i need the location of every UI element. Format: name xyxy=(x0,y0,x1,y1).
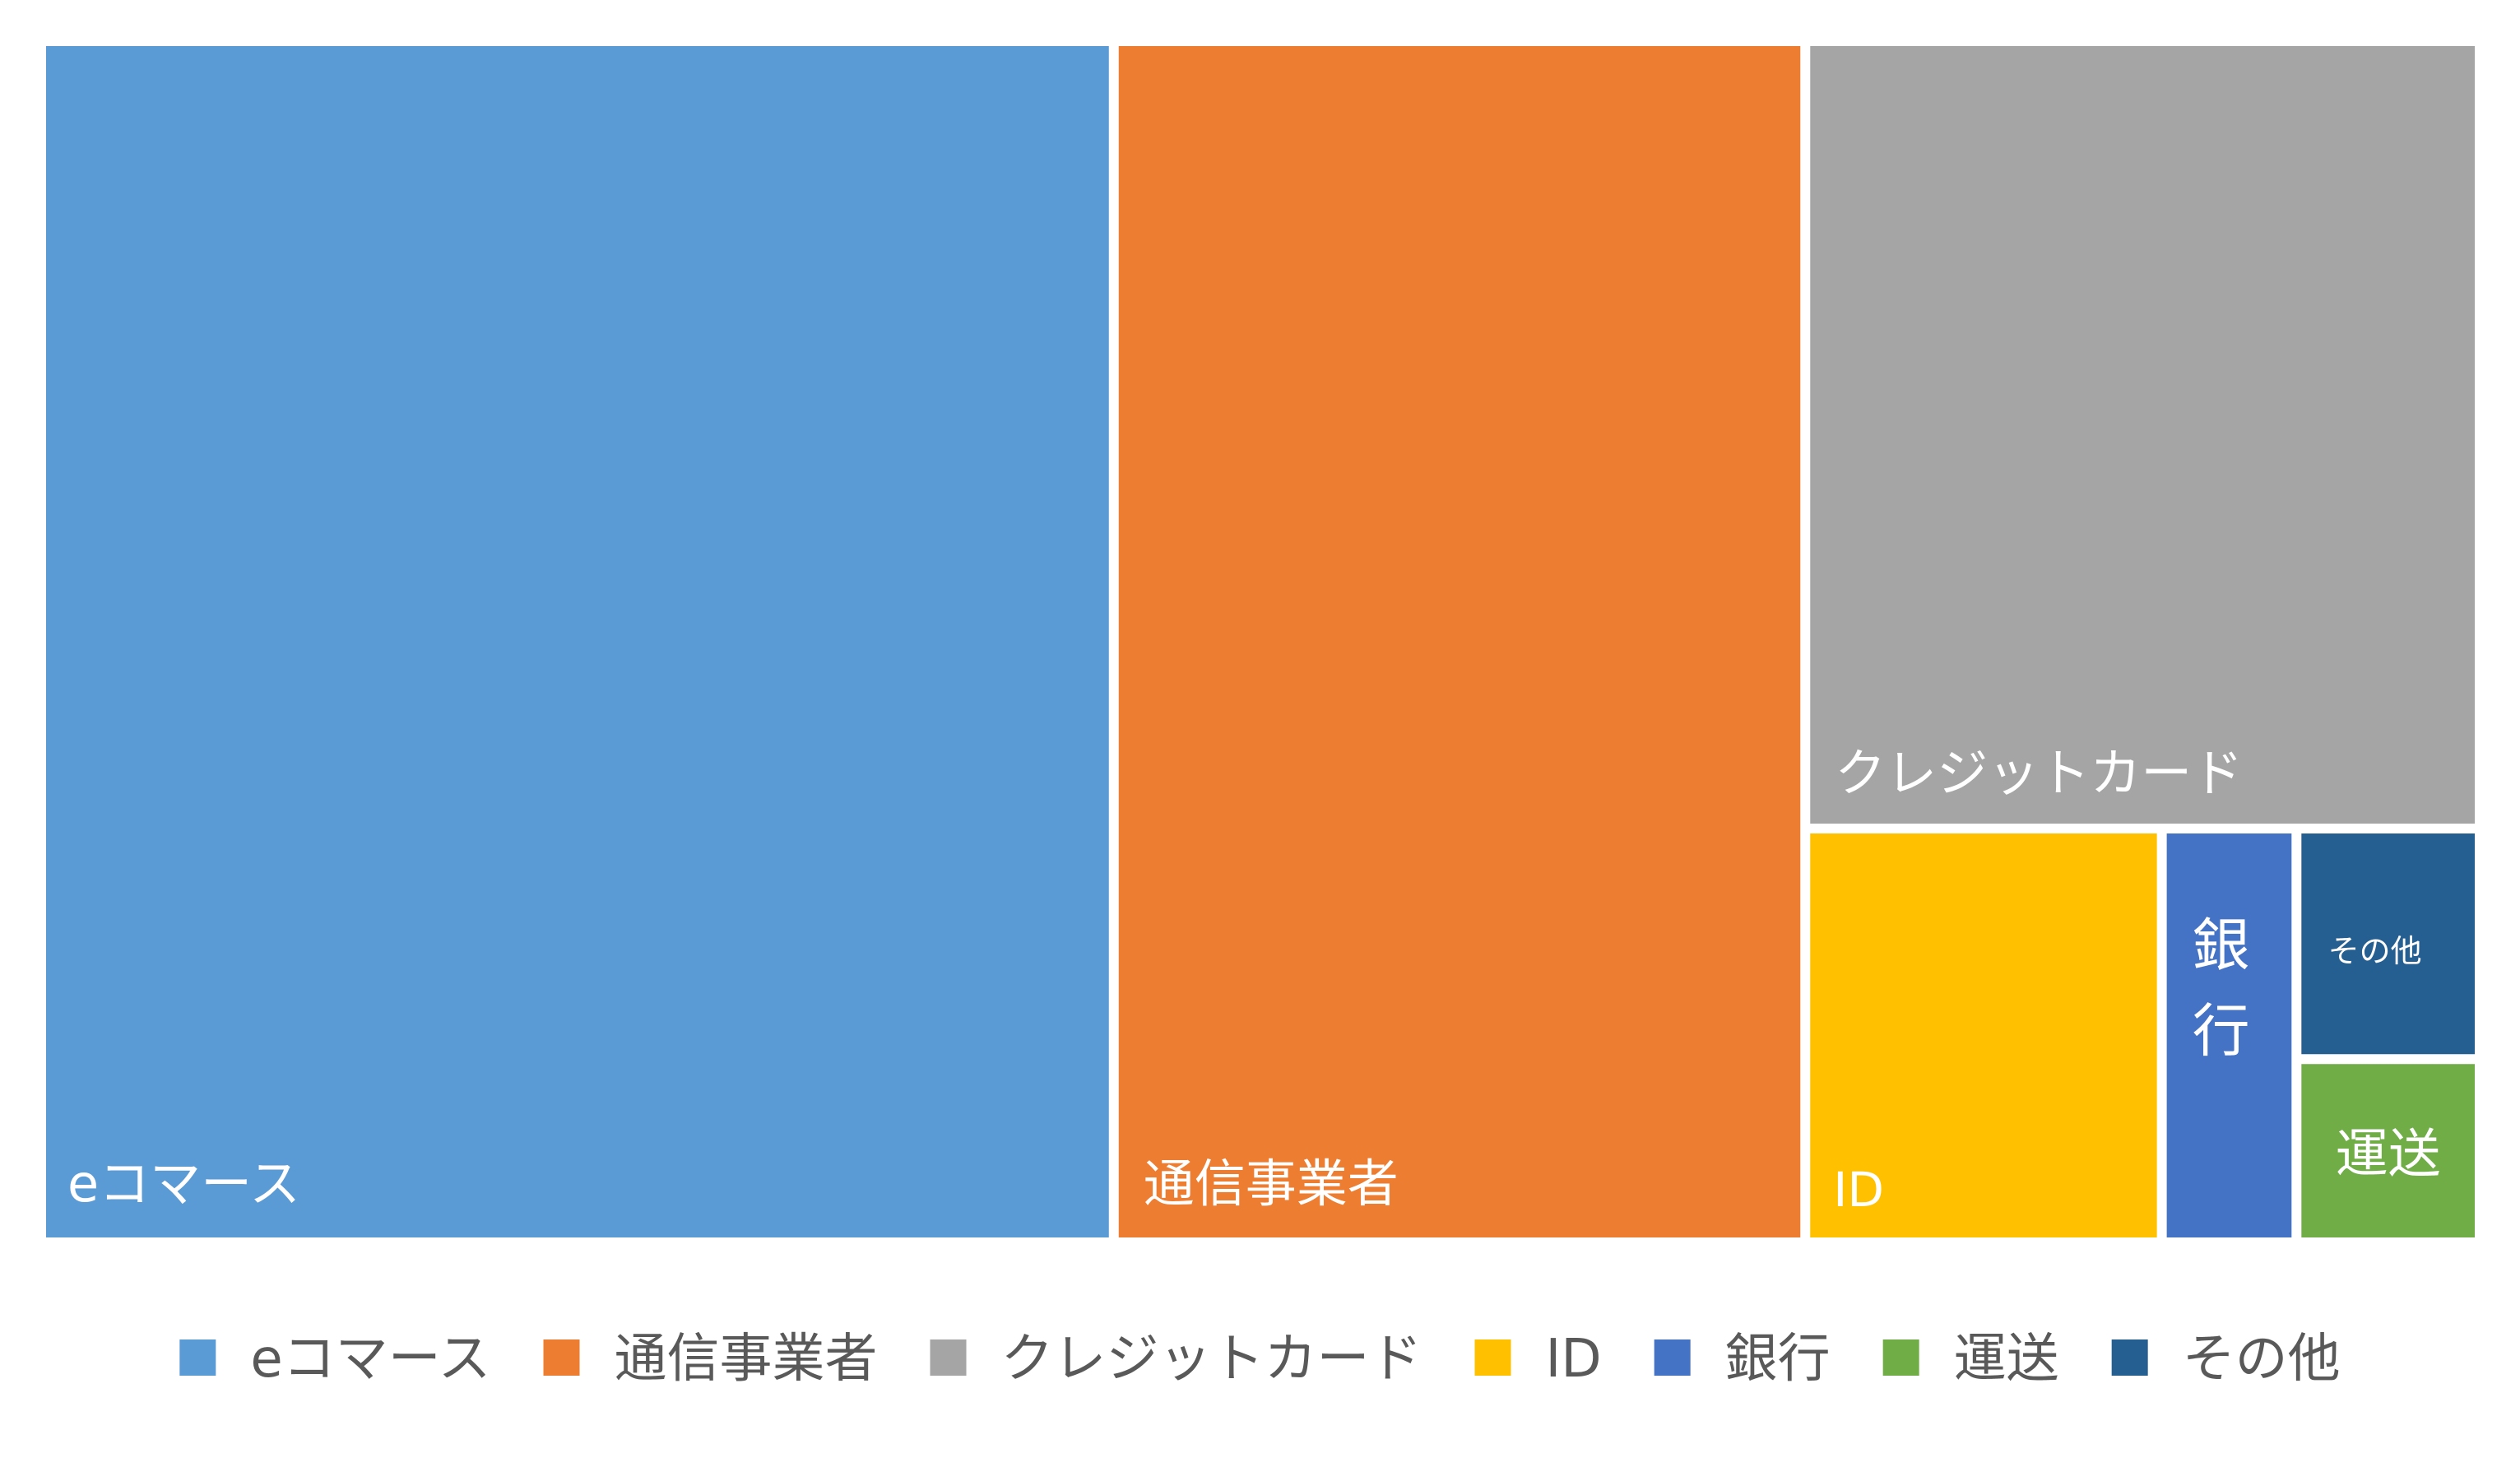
legend-label: クレジットカード xyxy=(1001,1329,1422,1390)
treemap-tile: 銀行 xyxy=(2166,833,2292,1237)
legend-label: 運送 xyxy=(1954,1329,2059,1390)
treemap-tile: 運送 xyxy=(2301,1064,2475,1237)
legend-swatch xyxy=(543,1339,580,1376)
treemap-label: 通信事業者 xyxy=(1144,1154,1399,1214)
treemap-tile: クレジットカード xyxy=(1810,46,2475,824)
treemap-label: eコマース xyxy=(67,1154,300,1214)
treemap-tile: eコマース xyxy=(46,46,1109,1237)
legend-label: 銀行 xyxy=(1725,1329,1831,1390)
treemap-tile: その他 xyxy=(2301,833,2475,1055)
legend-item: ID xyxy=(1474,1329,1602,1390)
treemap-rect xyxy=(46,46,1109,1237)
treemap-label: ID xyxy=(1833,1162,1884,1218)
treemap-label: その他 xyxy=(2328,933,2422,969)
legend-item: 通信事業者 xyxy=(543,1329,878,1390)
legend-swatch xyxy=(1474,1339,1511,1376)
legend-swatch xyxy=(1882,1339,1919,1376)
legend-swatch xyxy=(2111,1339,2148,1376)
legend-item: その他 xyxy=(2111,1329,2341,1390)
treemap-rect xyxy=(1118,46,1801,1237)
treemap-rect xyxy=(2166,833,2292,1237)
legend-swatch xyxy=(179,1339,216,1376)
legend-label: eコマース xyxy=(250,1329,490,1390)
treemap-label: 銀行 xyxy=(2193,912,2250,1065)
treemap-rect xyxy=(1810,46,2475,824)
treemap-label: 運送 xyxy=(2336,1125,2441,1186)
legend-swatch xyxy=(1654,1339,1691,1376)
treemap-rect xyxy=(2301,1064,2475,1237)
legend-label: その他 xyxy=(2183,1329,2341,1390)
legend-swatch xyxy=(930,1339,967,1376)
legend-item: 運送 xyxy=(1882,1329,2059,1390)
legend-item: eコマース xyxy=(179,1329,491,1390)
treemap-rect xyxy=(2301,833,2475,1055)
treemap-tile: ID xyxy=(1810,833,2157,1237)
legend-item: クレジットカード xyxy=(930,1329,1422,1390)
chart-legend: eコマース 通信事業者 クレジットカード ID 銀行 運送 その他 xyxy=(179,1329,2341,1390)
treemap-tile: 通信事業者 xyxy=(1118,46,1801,1237)
treemap-rect xyxy=(1810,833,2157,1237)
legend-item: 銀行 xyxy=(1654,1329,1831,1390)
legend-label: 通信事業者 xyxy=(615,1329,878,1390)
legend-label: ID xyxy=(1546,1329,1602,1390)
treemap-label: クレジットカード xyxy=(1835,743,2243,803)
